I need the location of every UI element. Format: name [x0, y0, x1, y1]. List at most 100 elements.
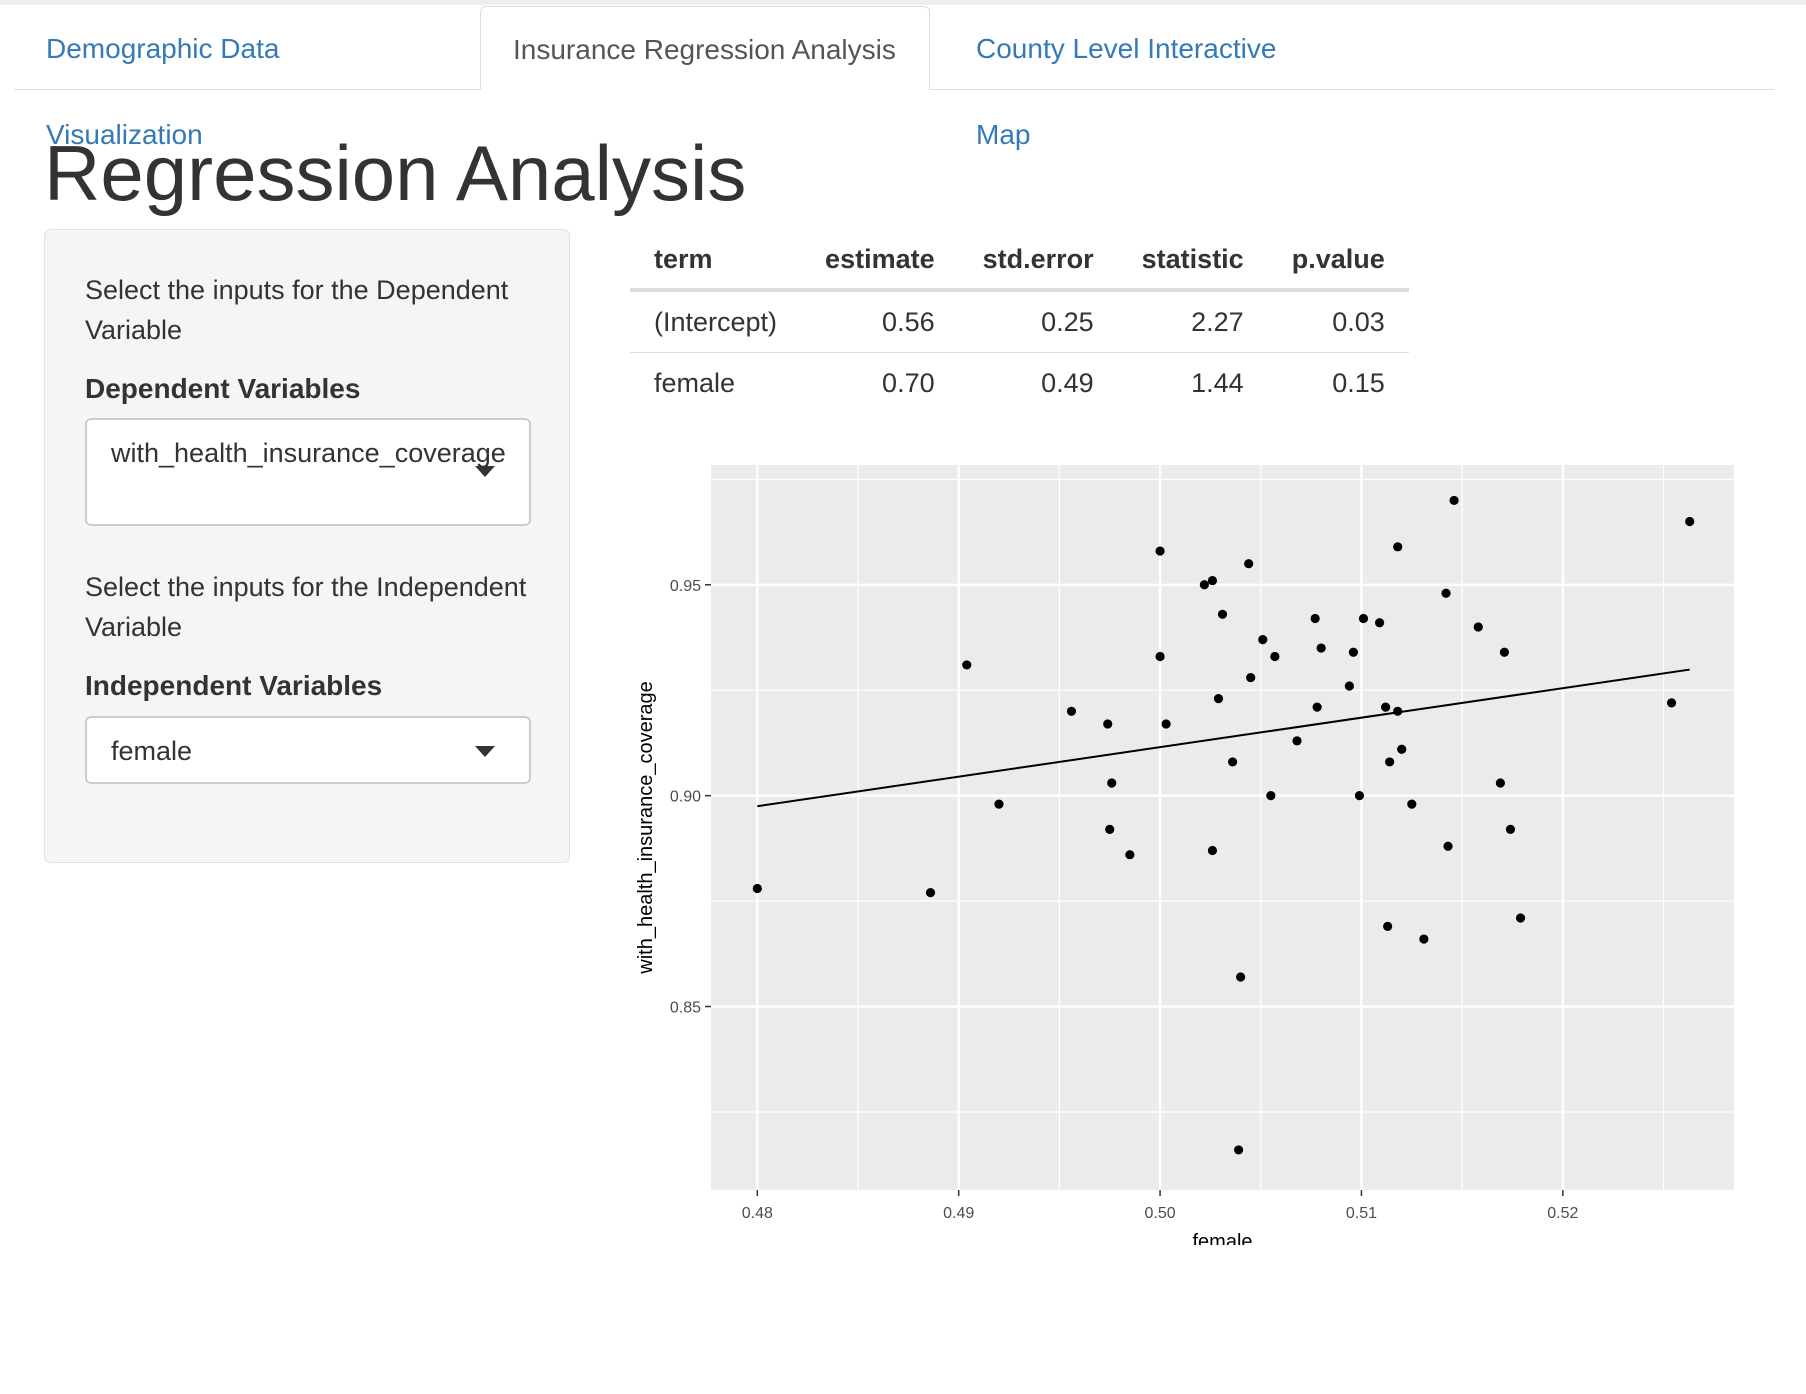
table-row: (Intercept) 0.56 0.25 2.27 0.03	[630, 290, 1409, 353]
data-point	[1441, 588, 1451, 598]
data-point	[925, 888, 936, 898]
cell-estimate: 0.70	[882, 367, 935, 398]
data-point	[1443, 841, 1453, 851]
cell-term: female	[654, 367, 736, 398]
data-point	[1066, 706, 1077, 716]
data-point	[1207, 845, 1218, 856]
chevron-down-icon	[475, 746, 495, 757]
cell-std-error: 0.49	[1041, 367, 1094, 398]
data-point	[1213, 694, 1224, 704]
page-title: Regression Analysis	[44, 129, 747, 217]
tab-demographic-data-visualization[interactable]: Demographic Data Visualization	[46, 33, 280, 150]
column-header-std-error: std.error	[958, 230, 1118, 292]
x-tick-label: 0.52	[1547, 1205, 1578, 1222]
data-point	[962, 660, 972, 670]
data-point	[994, 799, 1004, 809]
independent-help-text: Select the inputs for the Independent Va…	[85, 572, 527, 642]
dependent-variables-value: with_health_insurance_coverage	[111, 438, 506, 468]
column-header-term: term	[630, 230, 802, 292]
cell-term: (Intercept)	[630, 290, 802, 353]
data-point	[1266, 791, 1276, 801]
data-point	[1393, 542, 1403, 552]
data-point	[1666, 698, 1677, 708]
data-point	[1685, 516, 1695, 527]
data-point	[1217, 609, 1228, 619]
cell-estimate: 0.56	[801, 290, 959, 353]
data-point	[1244, 559, 1254, 569]
data-point	[1310, 613, 1320, 624]
regression-scatter-plot: 0.48 0.49 0.50 0.51 0.52 0.85 0.90 0.95 female wi…	[635, 465, 1734, 1245]
data-point	[1312, 702, 1322, 712]
data-point	[1270, 651, 1280, 662]
x-tick-label: 0.51	[1346, 1205, 1377, 1222]
data-point	[1348, 647, 1358, 657]
table-row: female 0.70 0.49 1.44 0.15	[630, 353, 1409, 414]
y-tick-label: 0.95	[670, 578, 701, 595]
data-point	[1515, 913, 1526, 923]
data-point	[1234, 1145, 1244, 1155]
input-sidebar: Select the inputs for the Dependent Vari…	[44, 229, 570, 863]
y-axis-title: with_health_insurance_coverage	[635, 681, 657, 974]
independent-variables-select[interactable]: female	[85, 716, 531, 784]
top-border	[0, 0, 1806, 5]
table-header-row: term estimate std.error statistic p.valu…	[630, 230, 1409, 292]
data-point	[1505, 824, 1516, 834]
data-point	[1397, 744, 1407, 754]
regression-table: term estimate std.error statistic p.valu…	[630, 230, 1409, 413]
cell-p-value: 0.15	[1332, 367, 1385, 398]
data-point	[1316, 643, 1326, 653]
cell-std-error: 0.25	[958, 290, 1118, 353]
data-point	[1385, 757, 1395, 767]
data-point	[752, 883, 762, 894]
column-header-estimate: estimate	[801, 230, 959, 292]
data-point	[1246, 672, 1256, 683]
y-tick-label: 0.90	[670, 789, 701, 806]
chevron-down-icon	[475, 466, 495, 477]
x-axis-title: female	[1192, 1231, 1252, 1245]
data-point	[1383, 921, 1393, 932]
data-point	[1103, 719, 1113, 729]
data-point	[1407, 799, 1417, 809]
cell-statistic: 1.44	[1191, 367, 1244, 398]
data-point	[1161, 719, 1171, 729]
cell-statistic: 2.27	[1117, 290, 1268, 353]
data-point	[1199, 580, 1209, 590]
independent-variables-value: female	[111, 736, 193, 766]
tab-county-level-interactive-map[interactable]: County Level Interactive Map	[976, 33, 1277, 150]
data-point	[1207, 575, 1218, 586]
tab-bar: Demographic Data Visualization Insurance…	[14, 6, 1774, 150]
data-point	[1495, 778, 1506, 788]
data-point	[1292, 736, 1302, 746]
dependent-help-text: Select the inputs for the Dependent Vari…	[85, 275, 509, 345]
data-point	[1374, 618, 1385, 628]
data-point	[1107, 778, 1117, 788]
tab-insurance-regression-analysis[interactable]: Insurance Regression Analysis	[480, 6, 930, 90]
data-point	[1105, 824, 1115, 834]
data-point	[1381, 702, 1391, 712]
data-point	[1236, 972, 1246, 982]
cell-p-value: 0.03	[1267, 290, 1409, 353]
dependent-variables-select[interactable]: with_health_insurance_coverage	[85, 418, 531, 526]
data-point	[1344, 681, 1354, 691]
data-point	[1155, 546, 1165, 556]
x-tick-label: 0.50	[1145, 1205, 1176, 1222]
data-point	[1227, 757, 1238, 767]
data-point	[1499, 647, 1510, 657]
data-point	[1155, 651, 1165, 662]
x-tick-label: 0.48	[742, 1205, 773, 1222]
regression-fit-line	[757, 668, 1690, 808]
column-header-p-value: p.value	[1267, 230, 1409, 292]
data-point	[1449, 495, 1459, 506]
data-point	[1258, 635, 1268, 645]
data-point	[1125, 850, 1135, 860]
plot-panel	[711, 465, 1734, 1190]
x-tick-label: 0.49	[943, 1205, 974, 1222]
y-tick-label: 0.85	[670, 1000, 701, 1017]
dependent-variables-label: Dependent Variables	[85, 373, 361, 404]
data-point	[1419, 934, 1429, 944]
column-header-statistic: statistic	[1117, 230, 1268, 292]
independent-variables-label: Independent Variables	[85, 670, 383, 701]
data-point	[1473, 622, 1483, 632]
data-point	[1354, 791, 1365, 801]
data-point	[1358, 613, 1369, 624]
